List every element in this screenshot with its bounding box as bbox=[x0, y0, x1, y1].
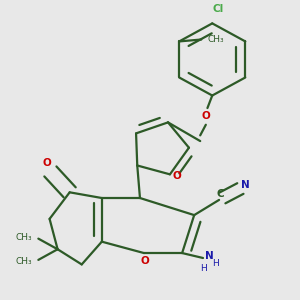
Text: Cl: Cl bbox=[213, 4, 224, 14]
Text: O: O bbox=[141, 256, 150, 266]
Text: CH₃: CH₃ bbox=[207, 35, 224, 44]
Text: O: O bbox=[43, 158, 52, 168]
Text: H: H bbox=[200, 264, 207, 273]
Text: CH₃: CH₃ bbox=[16, 232, 32, 242]
Text: H: H bbox=[212, 259, 218, 268]
Text: N: N bbox=[205, 251, 213, 261]
Text: O: O bbox=[202, 111, 211, 122]
Text: N: N bbox=[241, 181, 250, 190]
Text: O: O bbox=[173, 171, 182, 181]
Text: C: C bbox=[217, 189, 224, 199]
Text: CH₃: CH₃ bbox=[16, 257, 32, 266]
